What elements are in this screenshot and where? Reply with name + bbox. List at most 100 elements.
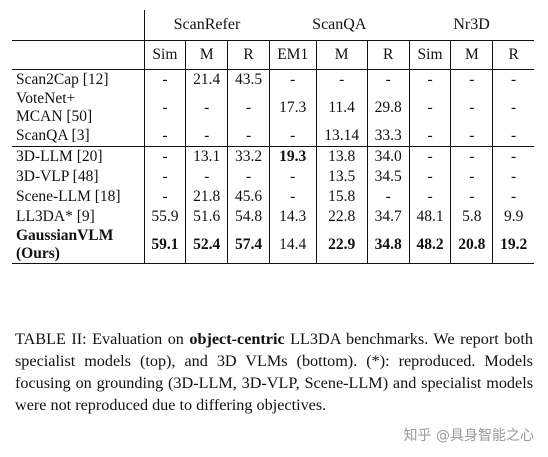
table-cell: - — [366, 187, 410, 207]
metric-header: M — [185, 40, 228, 70]
table-row: Scan2Cap [12] -21.4 43.5- - - - - - — [12, 69, 534, 90]
table-cell: - — [450, 187, 493, 207]
table-cell: 33.2 — [227, 146, 270, 167]
table-row: VoteNet+ MCAN [50] - - -17.3 11.4 29.8- - - — [12, 90, 534, 126]
metric-header: R — [366, 40, 410, 70]
group-header-scanrefer: ScanRefer — [143, 10, 270, 41]
table-cell: - — [185, 90, 228, 126]
metric-header: R — [227, 40, 270, 70]
table-cell: - — [492, 167, 534, 187]
table-cell: 19.3 — [268, 146, 316, 167]
table-cell: - — [227, 167, 270, 187]
table-cell: - — [143, 167, 186, 187]
table-cell: - — [268, 126, 316, 147]
table-cell: 13.5 — [315, 167, 368, 187]
table-cell: 5.8 — [450, 207, 493, 227]
model-name-line: VoteNet+ — [16, 90, 76, 107]
model-name-cell: 3D-VLP [48] — [16, 168, 99, 185]
caption-text: LL3DA benchmarks. We report both special… — [15, 330, 533, 414]
benchmark-table: ScanRefer ScanQA Nr3D Sim M R EM1 M R Si… — [12, 10, 534, 264]
table-cell: 57.4 — [227, 227, 270, 264]
model-name-cell: LL3DA* [9] — [16, 208, 95, 225]
model-name-cell: ScanQA [3] — [12, 126, 144, 147]
table-cell: 14.3 — [268, 207, 316, 227]
table-cell: 20.8 — [450, 227, 493, 264]
table-cell: - — [450, 167, 493, 187]
table-cell: 52.4 — [185, 227, 228, 264]
table-cell: - — [408, 167, 451, 187]
metric-header: EM1 — [268, 40, 316, 70]
model-name-line: (Ours) — [16, 245, 60, 262]
table-cell: - — [450, 90, 493, 126]
table-row: 3D-LLM [20] -13.1 33.2 19.3 13.8 34.0- - - — [12, 146, 534, 167]
table-cell: 48.1 — [408, 207, 451, 227]
table-cell: - — [408, 90, 451, 126]
table-row: Scene-LLM [18] -21.8 45.6-15.8- - - - — [12, 187, 534, 207]
metric-header: Sim — [143, 40, 186, 70]
caption-prefix: TABLE II: Evaluation on — [15, 330, 190, 348]
group-header-nr3d: Nr3D — [409, 10, 534, 41]
table-cell: 33.3 — [366, 126, 410, 147]
table-cell: 22.8 — [315, 207, 368, 227]
model-name-cell: 3D-LLM [20] — [12, 146, 144, 167]
table-cell: 13.1 — [185, 146, 228, 167]
table-cell: - — [492, 90, 534, 126]
metric-header: Sim — [408, 40, 451, 70]
table-cell: - — [143, 69, 186, 90]
table-cell: - — [268, 69, 316, 90]
watermark-text: 知乎 @具身智能之心 — [403, 428, 534, 444]
table-cell: 21.8 — [185, 187, 228, 207]
table-corner-cell — [12, 10, 144, 41]
table-corner-cell — [12, 40, 144, 70]
table-cell: - — [315, 69, 368, 90]
table-cell: 14.4 — [268, 227, 316, 264]
table-cell: 9.9 — [492, 207, 534, 227]
vlm-models-section: 3D-LLM [20] -13.1 33.2 19.3 13.8 34.0- - -3D-VL… — [12, 146, 534, 264]
table-cell: 21.4 — [185, 69, 228, 90]
metric-header: M — [315, 40, 368, 70]
model-name-cell: Scene-LLM [18] — [16, 188, 121, 205]
table-cell: - — [492, 187, 534, 207]
table-cell: 55.9 — [143, 207, 186, 227]
table-cell: 34.0 — [366, 146, 410, 167]
table-cell: - — [143, 90, 186, 126]
table-cell: 17.3 — [268, 90, 316, 126]
table-cell: - — [185, 167, 228, 187]
table-cell: - — [408, 146, 451, 167]
table-cell: - — [143, 146, 186, 167]
table-cell: 11.4 — [315, 90, 368, 126]
table-cell: 22.9 — [315, 227, 368, 264]
table-cell: - — [492, 146, 534, 167]
model-name-cell: VoteNet+ MCAN [50] — [12, 90, 144, 126]
table-cell: - — [185, 126, 228, 147]
table-cell: 13.14 — [315, 126, 368, 147]
table-group-header-row: ScanRefer ScanQA Nr3D — [12, 10, 534, 41]
table-cell: - — [143, 187, 186, 207]
metric-header: R — [492, 40, 534, 70]
table-cell: - — [450, 69, 493, 90]
model-name-cell: Scan2Cap [12] — [16, 71, 109, 88]
table-cell: 29.8 — [366, 90, 410, 126]
table-cell: 45.6 — [227, 187, 270, 207]
specialist-models-section: Scan2Cap [12] -21.4 43.5- - - - - - VoteNet+ MCAN… — [12, 69, 534, 147]
model-name-line: MCAN [50] — [16, 108, 93, 125]
table-cell: 59.1 — [143, 227, 186, 264]
group-header-scanqa: ScanQA — [269, 10, 410, 41]
metric-header: M — [450, 40, 493, 70]
table-cell: - — [492, 126, 534, 147]
table-cell: - — [268, 187, 316, 207]
table-cell: - — [227, 90, 270, 126]
table-cell: - — [227, 126, 270, 147]
table-cell: - — [450, 126, 493, 147]
table-row: 3D-VLP [48] - - - -13.5 34.5- - - — [12, 167, 534, 187]
table-cell: - — [268, 167, 316, 187]
table-cell: 48.2 — [408, 227, 451, 264]
table-cell: - — [366, 69, 410, 90]
table-cell: - — [450, 146, 493, 167]
table-cell: - — [408, 69, 451, 90]
caption-keyword: object-centric — [189, 330, 285, 348]
table-row: ScanQA [3] - - - -13.14 33.3- - - — [12, 126, 534, 147]
table-row: GaussianVLM (Ours) 59.1 52.4 57.4 14.4 22.9 34.… — [12, 227, 534, 264]
table-caption: TABLE II: Evaluation on object-centric L… — [15, 328, 533, 416]
